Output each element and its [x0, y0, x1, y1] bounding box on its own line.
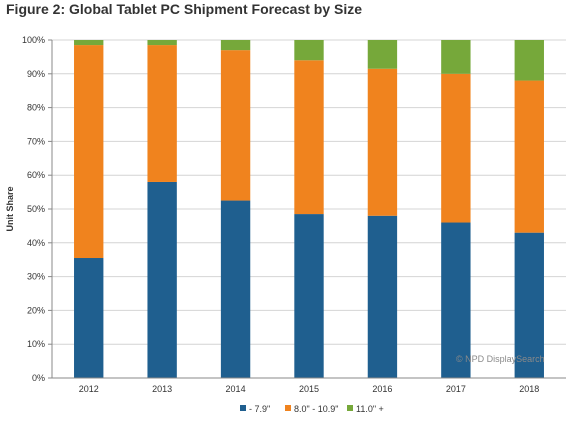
- figure-title: Figure 2: Global Tablet PC Shipment Fore…: [6, 1, 363, 17]
- bar-segment: [294, 214, 324, 378]
- legend-label: 8.0" - 10.9": [294, 404, 338, 414]
- legend-swatch: [347, 405, 353, 411]
- y-tick-label: 40%: [27, 238, 45, 248]
- y-tick-label: 80%: [27, 103, 45, 113]
- y-tick-label: 50%: [27, 204, 45, 214]
- bar-segment: [514, 232, 544, 378]
- x-tick-label: 2016: [372, 384, 392, 394]
- legend-swatch: [285, 405, 291, 411]
- bar-segment: [367, 40, 398, 69]
- y-tick-label: 0%: [32, 373, 45, 383]
- y-tick-label: 100%: [22, 35, 45, 45]
- y-tick-label: 10%: [27, 339, 45, 349]
- bar-segment: [74, 45, 104, 259]
- x-tick-label: 2018: [519, 384, 539, 394]
- watermark-text: © NPD DisplaySearch: [456, 354, 545, 364]
- bar-segment: [367, 215, 398, 378]
- bar-segment: [514, 40, 544, 81]
- bar-segment: [294, 40, 324, 61]
- axes: [51, 40, 566, 379]
- legend-swatch: [240, 405, 246, 411]
- y-tick-label: 90%: [27, 69, 45, 79]
- y-tick-label: 30%: [27, 272, 45, 282]
- x-tick-label: 2013: [152, 384, 172, 394]
- bar-segment: [220, 50, 251, 201]
- y-tick-label: 60%: [27, 170, 45, 180]
- bar-segment: [294, 60, 324, 215]
- x-tick-label: 2012: [79, 384, 99, 394]
- legend-label: - 7.9": [249, 404, 270, 414]
- bar-segment: [220, 40, 251, 51]
- x-tick-labels: 2012 2013 2014 2015 2016 2017 2018: [79, 384, 540, 394]
- bar-segment: [147, 40, 177, 46]
- x-tick-label: 2014: [226, 384, 246, 394]
- legend: - 7.9" 8.0" - 10.9" 11.0" +: [240, 404, 384, 414]
- bar-segment: [74, 40, 104, 46]
- bar-segment: [74, 258, 104, 378]
- legend-label: 11.0" +: [356, 404, 384, 414]
- y-axis-title: Unit Share: [5, 186, 15, 231]
- x-tick-label: 2017: [446, 384, 466, 394]
- bar-segment: [514, 80, 544, 233]
- y-tick-labels: 0% 10% 20% 30% 40% 50% 60% 70% 80% 90% 100%: [22, 35, 45, 383]
- bar-segment: [441, 40, 471, 74]
- bars: [74, 40, 544, 378]
- bar-segment: [147, 181, 177, 378]
- bar-segment: [441, 222, 471, 378]
- bar-segment: [220, 200, 251, 378]
- y-tick-label: 70%: [27, 136, 45, 146]
- bar-segment: [441, 73, 471, 223]
- bar-segment: [367, 68, 398, 216]
- y-tick-label: 20%: [27, 305, 45, 315]
- x-tick-label: 2015: [299, 384, 319, 394]
- bar-segment: [147, 45, 177, 182]
